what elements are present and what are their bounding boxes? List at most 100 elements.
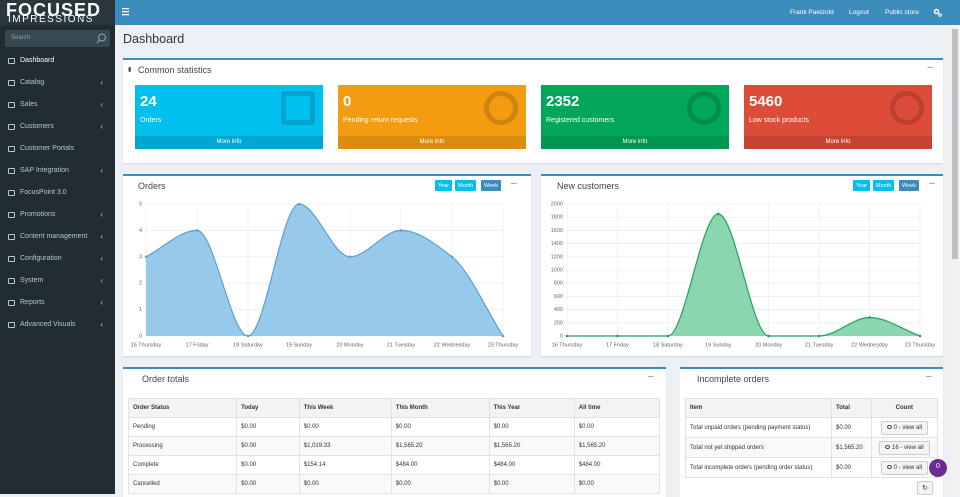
collapse-button[interactable]: – bbox=[927, 62, 933, 73]
x-tick-label: 21 Tuesday bbox=[805, 342, 834, 348]
logout-link[interactable]: Logout bbox=[849, 9, 869, 16]
scroll-thumb[interactable] bbox=[952, 29, 958, 259]
cell-text: Complete bbox=[133, 462, 159, 468]
more-info-link[interactable]: More info bbox=[338, 136, 526, 149]
table-cell: $0.00 bbox=[390, 417, 490, 437]
period-button[interactable]: Year bbox=[435, 180, 453, 191]
view-all-button[interactable]: 16 - view all bbox=[878, 440, 930, 455]
line bbox=[567, 213, 921, 337]
cell-text: $1,565.20 bbox=[836, 444, 863, 451]
table-cell: Total unpaid orders (pending payment sta… bbox=[685, 417, 832, 438]
period-button[interactable]: Week bbox=[899, 180, 919, 191]
collapse-button[interactable]: – bbox=[511, 178, 517, 189]
menu-label: SAP Integration bbox=[20, 167, 69, 174]
more-info-text: More info bbox=[622, 139, 648, 145]
refresh-button[interactable]: ↻ bbox=[917, 481, 933, 495]
settings-icon[interactable] bbox=[933, 8, 942, 17]
menu-icon bbox=[8, 146, 15, 152]
menu-label: Sales bbox=[20, 101, 38, 108]
column-header: Total bbox=[831, 398, 872, 418]
menu-label: Promotions bbox=[20, 211, 56, 218]
cell-text: Total unpaid orders (pending payment sta… bbox=[690, 424, 811, 431]
cell-text: $0.00 bbox=[493, 481, 509, 487]
more-info-link[interactable]: More info bbox=[744, 136, 932, 149]
more-info-link[interactable]: More info bbox=[541, 136, 729, 149]
menu-icon bbox=[8, 102, 15, 108]
stat-value: 24 bbox=[140, 93, 157, 110]
menu-item[interactable]: Catalog ‹ bbox=[0, 72, 115, 94]
menu-item[interactable]: Configuration ‹ bbox=[0, 248, 115, 270]
menu-item[interactable]: System ‹ bbox=[0, 270, 115, 292]
box-title: Order totals bbox=[142, 374, 190, 384]
table-row: Total incomplete orders (pending order s… bbox=[685, 457, 939, 478]
menu-icon bbox=[8, 168, 15, 174]
cell-text: $484.00 bbox=[578, 462, 601, 468]
cell-text: $0.00 bbox=[836, 464, 852, 471]
period-button[interactable]: Year bbox=[853, 180, 871, 191]
search-box[interactable]: Search bbox=[5, 30, 110, 47]
menu-item[interactable]: Reports ‹ bbox=[0, 292, 115, 314]
menu-label: Reports bbox=[20, 299, 45, 306]
period-button[interactable]: Month bbox=[873, 180, 895, 191]
period-button[interactable]: Week bbox=[481, 180, 501, 191]
menu-chevron: ‹ bbox=[100, 166, 103, 175]
menu-label: Catalog bbox=[20, 79, 45, 86]
notification-badge[interactable]: 0 bbox=[929, 459, 947, 477]
y-tick-label: 2 bbox=[139, 281, 142, 287]
more-info-link[interactable]: More info bbox=[135, 136, 323, 149]
menu-item[interactable]: Content management ‹ bbox=[0, 226, 115, 248]
cell-text: $0.00 bbox=[241, 424, 257, 430]
logo[interactable]: FOCUSED IMPRESSIONS bbox=[0, 0, 115, 25]
menu-chevron: ‹ bbox=[100, 298, 103, 307]
table-row: Complete $0.00 $154.14 $484.00 $484.00 $484.0… bbox=[127, 455, 661, 475]
menu-item[interactable]: Advanced Visuals ‹ bbox=[0, 314, 115, 336]
y-tick-label: 600 bbox=[554, 294, 563, 300]
menu-label: Customer Portals bbox=[20, 145, 75, 152]
x-tick-label: 19 Sunday bbox=[286, 342, 313, 348]
menu-item[interactable]: Dashboard bbox=[0, 50, 115, 72]
incomplete-box: Incomplete orders – Item Total Count Total … bbox=[680, 367, 943, 497]
menu-item[interactable]: Customer Portals bbox=[0, 138, 115, 160]
cell-text: $0.00 bbox=[303, 424, 319, 430]
x-tick-label: 23 Thursday bbox=[905, 342, 936, 348]
collapse-button[interactable]: – bbox=[929, 178, 935, 189]
period-button[interactable]: Month bbox=[455, 180, 477, 191]
cell-text: $154.14 bbox=[303, 462, 326, 468]
cell-text: $1,019.33 bbox=[303, 443, 331, 449]
eye-icon bbox=[886, 464, 892, 469]
scrollbar[interactable] bbox=[950, 25, 960, 494]
view-all-button[interactable]: 0 - view all bbox=[880, 420, 928, 435]
table-cell: $1,565.20 bbox=[831, 437, 872, 458]
store-link[interactable]: Public store bbox=[885, 9, 919, 16]
menu-chevron: ‹ bbox=[100, 210, 103, 219]
collapse-button[interactable]: – bbox=[648, 371, 654, 382]
cell-text: $0.00 bbox=[303, 481, 319, 487]
table-cell: $1,565.20 bbox=[390, 436, 490, 456]
table-row: Pending $0.00 $0.00 $0.00 $0.00 $0.00 bbox=[127, 417, 661, 437]
user-link[interactable]: Frank Paetzold bbox=[790, 9, 834, 16]
table-cell: 0 - view all bbox=[870, 457, 939, 478]
view-all-button[interactable]: 0 - view all bbox=[880, 460, 928, 475]
menu-item[interactable]: Promotions ‹ bbox=[0, 204, 115, 226]
table-row: Total unpaid orders (pending payment sta… bbox=[685, 417, 939, 438]
y-tick-label: 4 bbox=[139, 228, 142, 234]
menu-item[interactable]: SAP Integration ‹ bbox=[0, 160, 115, 182]
table-cell: $0.00 bbox=[573, 417, 661, 437]
collapse-button[interactable]: – bbox=[926, 371, 932, 382]
more-info-text: More info bbox=[216, 139, 242, 145]
search-icon[interactable] bbox=[96, 33, 106, 44]
incomplete-table: Item Total Count Total unpaid orders (pendi… bbox=[685, 398, 939, 478]
menu-chevron: ‹ bbox=[100, 122, 103, 131]
cell-text: $1,565.20 bbox=[578, 443, 606, 449]
menu-item[interactable]: Customers ‹ bbox=[0, 116, 115, 138]
menu-icon bbox=[8, 190, 15, 196]
menu-toggle[interactable] bbox=[122, 8, 130, 16]
menu-icon bbox=[8, 124, 15, 130]
y-tick-label: 3 bbox=[139, 254, 142, 260]
menu-label: System bbox=[20, 277, 44, 284]
menu-item[interactable]: Sales ‹ bbox=[0, 94, 115, 116]
stat-icon bbox=[281, 91, 315, 125]
point bbox=[716, 212, 720, 216]
menu-item[interactable]: FocusPoint 3.0 bbox=[0, 182, 115, 204]
